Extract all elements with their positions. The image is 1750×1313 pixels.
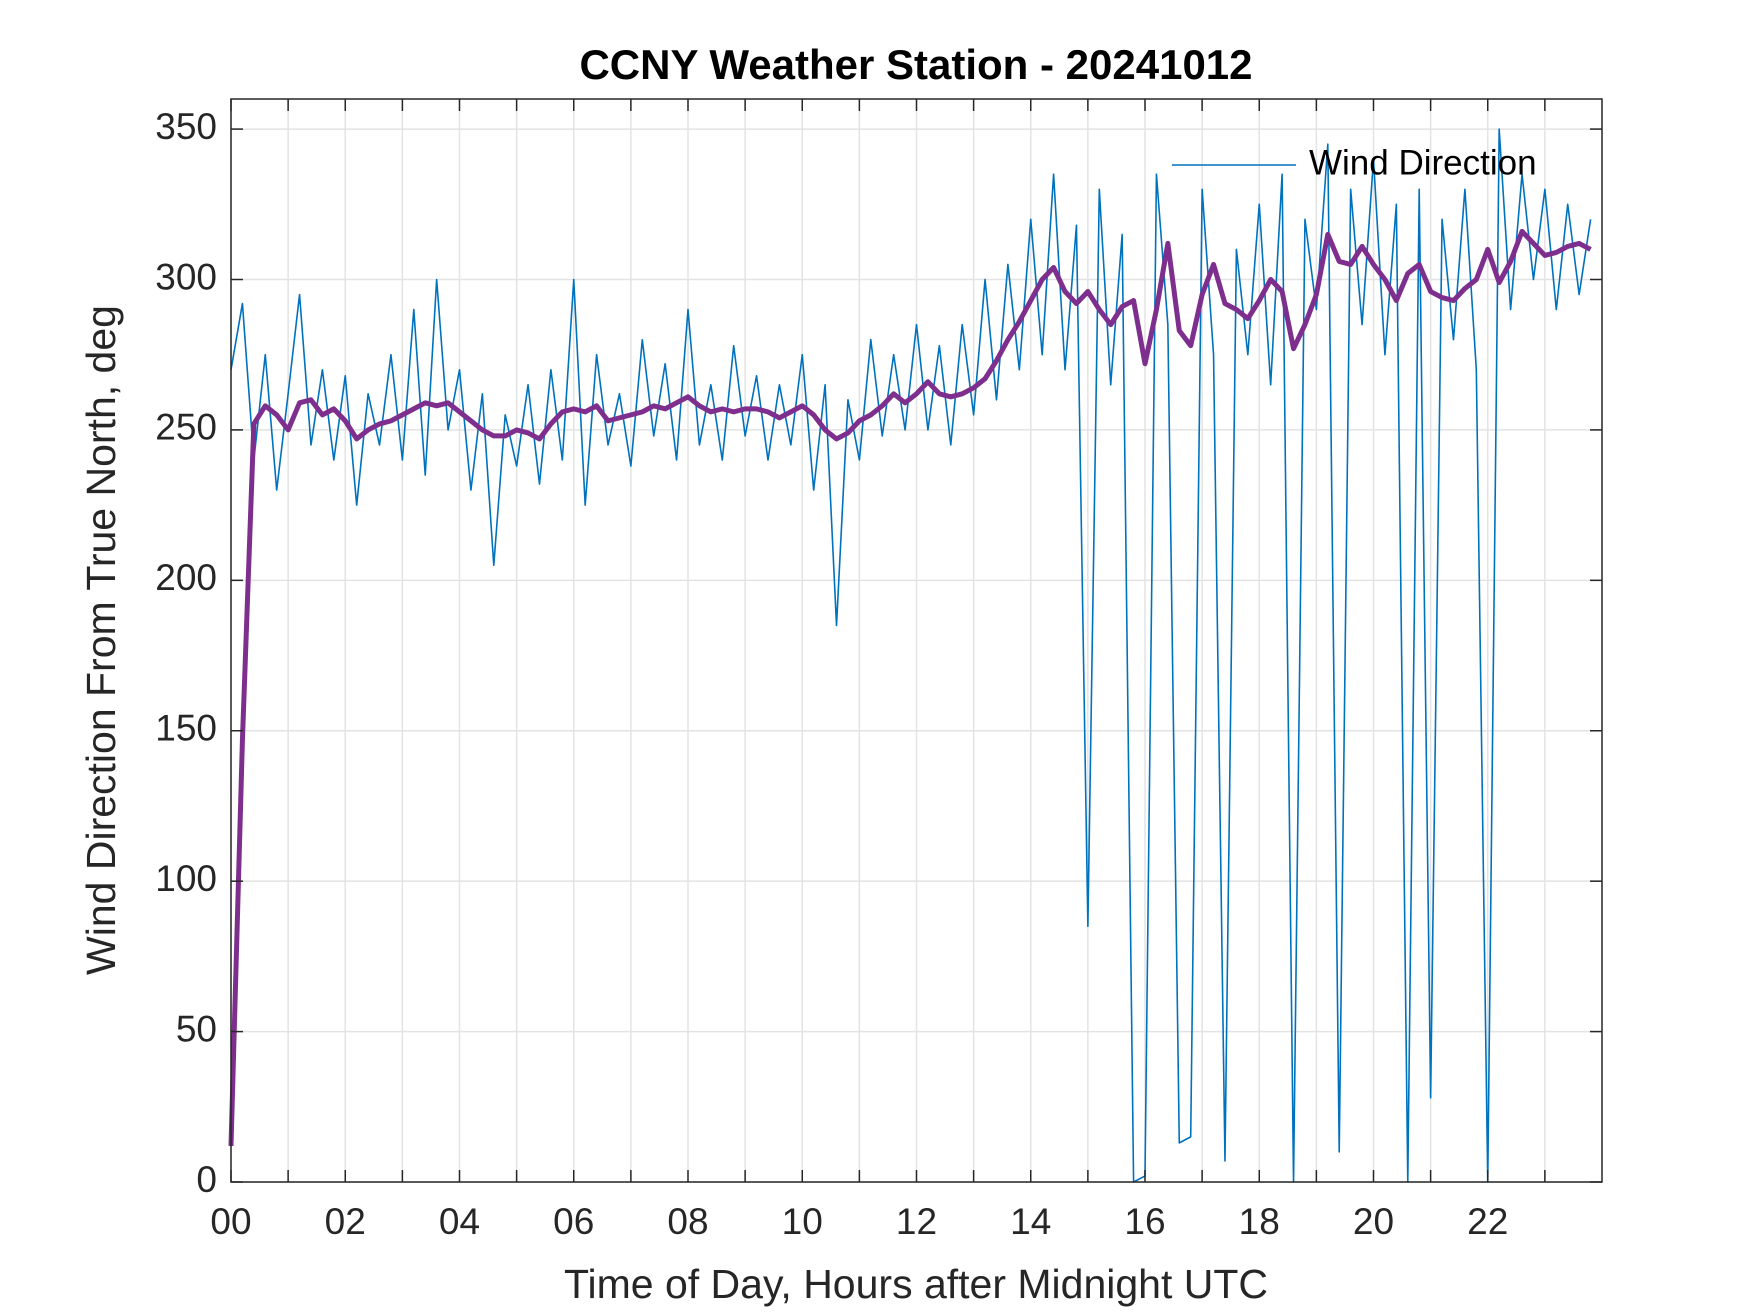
y-tick-label: 50: [176, 1008, 217, 1049]
y-tick-label: 0: [196, 1159, 217, 1200]
smoothed-line: [228, 228, 1592, 1146]
data-line: [230, 128, 1592, 1183]
x-tick-label: 04: [439, 1201, 480, 1242]
x-axis-label: Time of Day, Hours after Midnight UTC: [564, 1261, 1268, 1307]
x-tick-label: 10: [782, 1201, 823, 1242]
legend-label: Wind Direction: [1309, 143, 1537, 182]
x-tick-label: 06: [553, 1201, 594, 1242]
x-tick-label: 00: [210, 1201, 251, 1242]
x-tick-label: 18: [1239, 1201, 1280, 1242]
x-tick-label: 12: [896, 1201, 937, 1242]
legend: Wind Direction: [1172, 143, 1537, 182]
y-tick-label: 350: [155, 106, 217, 147]
x-tick-label: 02: [325, 1201, 366, 1242]
x-tick-label: 08: [667, 1201, 708, 1242]
grid: [230, 99, 1602, 1183]
x-tick-label: 20: [1353, 1201, 1394, 1242]
x-tick-label: 22: [1467, 1201, 1508, 1242]
y-axis-label: Wind Direction From True North, deg: [78, 305, 124, 975]
y-tick-label: 100: [155, 858, 217, 899]
x-tick-label: 16: [1124, 1201, 1165, 1242]
y-tick-label: 200: [155, 557, 217, 598]
plot-area: [228, 128, 1592, 1183]
chart-title: CCNY Weather Station - 20241012: [579, 41, 1252, 88]
y-tick-label: 300: [155, 256, 217, 297]
y-tick-label: 250: [155, 407, 217, 448]
y-tick-label: 150: [155, 708, 217, 749]
ticks: 00 02 04 06 08 10 12 14 16 18 20 22 0 50 100 150 200 250 3…: [155, 99, 1602, 1242]
x-tick-label: 14: [1010, 1201, 1051, 1242]
